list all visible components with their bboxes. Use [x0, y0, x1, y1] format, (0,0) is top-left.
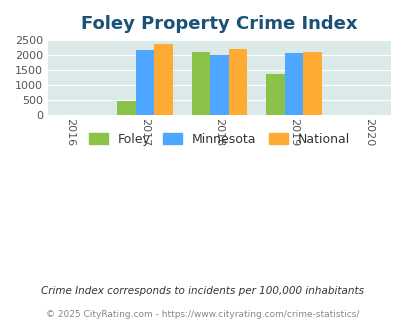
Bar [265, 75, 284, 115]
Legend: Foley, Minnesota, National: Foley, Minnesota, National [84, 128, 354, 151]
Bar [191, 51, 210, 116]
Bar [135, 50, 154, 115]
Bar [303, 52, 321, 116]
Bar [284, 53, 303, 116]
Bar [154, 44, 173, 116]
Text: Crime Index corresponds to incidents per 100,000 inhabitants: Crime Index corresponds to incidents per… [41, 286, 364, 296]
Bar [117, 101, 135, 116]
Title: Foley Property Crime Index: Foley Property Crime Index [81, 15, 357, 33]
Bar [210, 55, 228, 116]
Text: © 2025 CityRating.com - https://www.cityrating.com/crime-statistics/: © 2025 CityRating.com - https://www.city… [46, 310, 359, 319]
Bar [228, 49, 247, 116]
